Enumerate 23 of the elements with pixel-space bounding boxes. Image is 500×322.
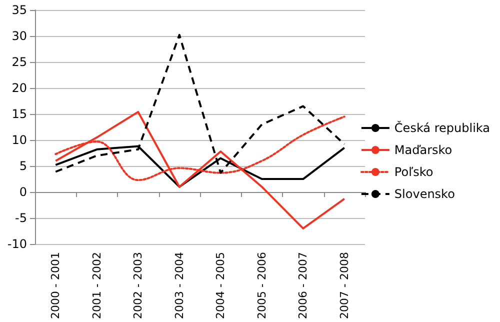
x-tick-label: 2007 - 2008 — [338, 252, 351, 319]
x-tick-label: 2004 - 2005 — [214, 252, 228, 319]
legend-label: Poľsko — [394, 165, 434, 179]
y-tick-label: -10 — [7, 237, 27, 252]
x-tick-label: 2002 - 2003 — [132, 252, 145, 319]
y-tick-label: 15 — [12, 107, 27, 122]
legend-label: Česká republika — [394, 120, 490, 135]
y-tick-label: -5 — [15, 211, 27, 226]
x-tick-label: 2000 - 2001 — [49, 252, 62, 319]
legend-label: Slovensko — [394, 187, 455, 201]
y-tick-label: 35 — [12, 3, 27, 17]
y-tick-label: 0 — [19, 185, 27, 200]
y-tick-label: 25 — [12, 55, 27, 70]
x-tick-label: 2006 - 2007 — [296, 252, 310, 319]
line-series — [54, 110, 346, 230]
y-tick-label: 5 — [19, 159, 27, 174]
y-tick-label: 10 — [12, 133, 27, 148]
legend-label: Maďarsko — [394, 143, 452, 157]
x-tick-label: 2005 - 2006 — [255, 252, 268, 319]
x-tick-label: 2003 - 2004 — [172, 252, 186, 319]
x-tick-label: 2001 - 2002 — [90, 252, 104, 319]
y-tick-label: 20 — [12, 81, 27, 96]
y-tick-label: 30 — [12, 29, 27, 44]
